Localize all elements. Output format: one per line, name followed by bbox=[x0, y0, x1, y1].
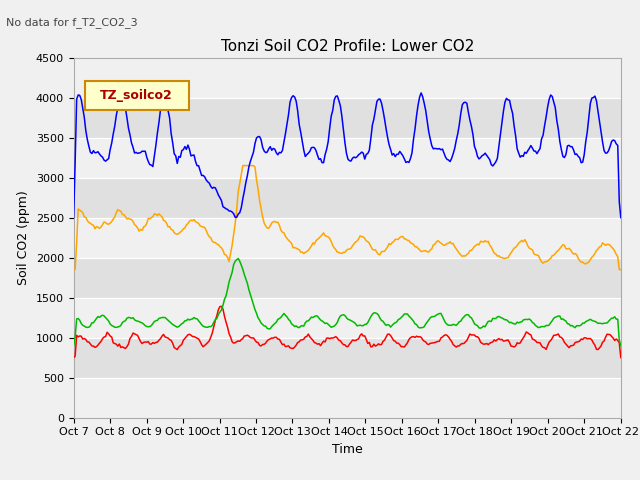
Bar bbox=[74, 138, 621, 178]
X-axis label: Time: Time bbox=[332, 443, 363, 456]
Bar bbox=[74, 378, 621, 418]
Y-axis label: Soil CO2 (ppm): Soil CO2 (ppm) bbox=[17, 190, 30, 285]
Bar bbox=[74, 337, 621, 378]
Bar bbox=[74, 58, 621, 97]
Text: TZ_soilco2: TZ_soilco2 bbox=[100, 89, 173, 102]
Bar bbox=[74, 298, 621, 337]
FancyBboxPatch shape bbox=[84, 81, 189, 110]
Bar bbox=[74, 217, 621, 258]
Title: Tonzi Soil CO2 Profile: Lower CO2: Tonzi Soil CO2 Profile: Lower CO2 bbox=[221, 39, 474, 54]
Bar bbox=[74, 178, 621, 217]
Text: No data for f_T2_CO2_3: No data for f_T2_CO2_3 bbox=[6, 17, 138, 28]
Bar bbox=[74, 97, 621, 138]
Bar bbox=[74, 258, 621, 298]
